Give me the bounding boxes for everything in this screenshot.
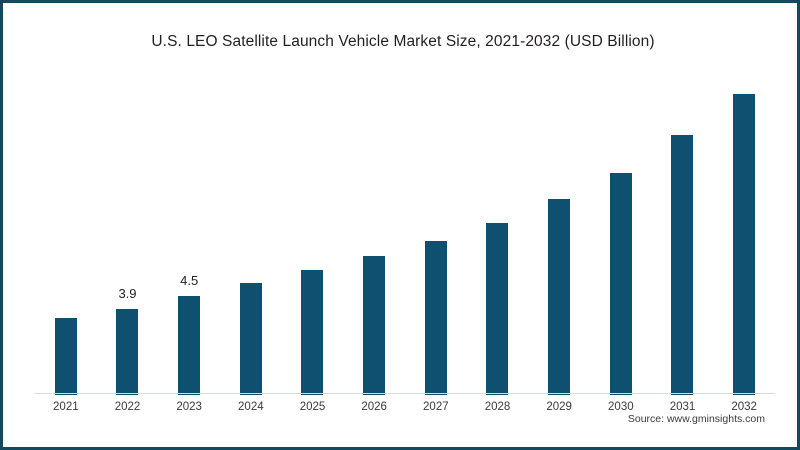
chart-title: U.S. LEO Satellite Launch Vehicle Market… bbox=[151, 33, 655, 50]
x-axis-tick-label: 2023 bbox=[176, 401, 202, 413]
x-axis-tick-label: 2032 bbox=[731, 401, 757, 413]
bar-slot bbox=[282, 65, 344, 395]
plot-area: 3.9 4.5 bbox=[35, 65, 775, 395]
bar[interactable] bbox=[486, 223, 509, 395]
x-axis-tick-label: 2030 bbox=[608, 401, 634, 413]
bar-slot bbox=[343, 65, 405, 395]
x-axis-tick-label: 2028 bbox=[484, 401, 511, 413]
bar-slot bbox=[652, 65, 714, 395]
bar-slot bbox=[35, 65, 97, 395]
bar-slot: 3.9 bbox=[97, 65, 159, 395]
x-axis-tick-label: 2022 bbox=[114, 401, 141, 413]
x-axis-tick-label: 2031 bbox=[669, 401, 696, 413]
x-axis-tick-label: 2025 bbox=[299, 401, 326, 413]
bar[interactable] bbox=[301, 269, 324, 395]
bar[interactable] bbox=[548, 199, 571, 395]
bar[interactable] bbox=[239, 282, 262, 395]
bar-slot bbox=[220, 65, 282, 395]
bar[interactable] bbox=[116, 309, 139, 395]
bar-slot: 4.5 bbox=[158, 65, 220, 395]
x-axis-tick-label: 2027 bbox=[423, 401, 449, 413]
bar-slot bbox=[405, 65, 467, 395]
bar[interactable] bbox=[54, 318, 77, 395]
source-attribution: Source: www.gminsights.com bbox=[627, 413, 765, 425]
bar[interactable] bbox=[424, 241, 447, 395]
bar[interactable] bbox=[609, 172, 632, 395]
x-axis-tick-label: 2024 bbox=[238, 401, 264, 413]
bar-value-label: 3.9 bbox=[118, 286, 137, 302]
bar[interactable] bbox=[178, 296, 201, 395]
x-axis-line bbox=[35, 393, 775, 394]
x-axis-tick-label: 2026 bbox=[361, 401, 387, 413]
bar-slot bbox=[590, 65, 652, 395]
bar-slot bbox=[467, 65, 529, 395]
bar[interactable] bbox=[733, 93, 756, 395]
bar-slot bbox=[528, 65, 590, 395]
bar-value-label: 4.5 bbox=[180, 273, 199, 288]
bar[interactable] bbox=[363, 256, 386, 395]
bar[interactable] bbox=[671, 135, 694, 395]
x-axis-tick-label: 2029 bbox=[546, 401, 572, 413]
x-axis-tick-label: 2021 bbox=[53, 401, 79, 413]
bar-slot bbox=[713, 65, 775, 395]
